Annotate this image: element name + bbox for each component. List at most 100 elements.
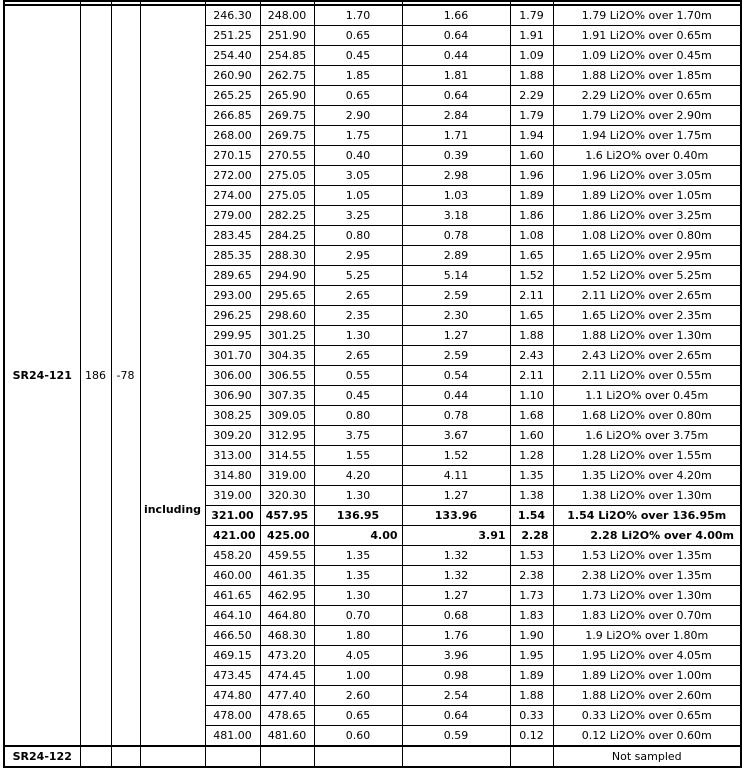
cell-to: 254.85: [259, 45, 315, 66]
cell-to: 462.95: [259, 585, 315, 606]
cell-summary: 1.08 Li2O% over 0.80m: [552, 225, 742, 246]
table-row: 478.00 478.65 0.65 0.64 0.33 0.33 Li2O% over …: [4, 705, 742, 726]
cell-length: 2.65: [313, 285, 403, 306]
cell-grade: 1.86: [509, 205, 554, 226]
table-row: 289.65 294.90 5.25 5.14 1.52 1.52 Li2O% over …: [4, 265, 742, 286]
cell-true-width: 1.81: [401, 65, 511, 86]
cell-to: 319.00: [259, 465, 315, 486]
cell-grade: 0.33: [509, 705, 554, 726]
cell-summary: 1.79 Li2O% over 2.90m: [552, 105, 742, 126]
table-row: 319.00 320.30 1.30 1.27 1.38 1.38 Li2O% over …: [4, 485, 742, 506]
cell-length: 0.65: [313, 25, 403, 46]
cell-summary: 1.9 Li2O% over 1.80m: [552, 625, 742, 646]
cell-summary: 1.53 Li2O% over 1.35m: [552, 545, 742, 566]
cell-length: 1.35: [313, 565, 403, 586]
cell-length: 0.70: [313, 605, 403, 626]
dip-cell: -78: [110, 4, 141, 747]
cell-to: 270.55: [259, 145, 315, 166]
cell-length: 4.00: [313, 525, 403, 546]
cell-to: 461.35: [259, 565, 315, 586]
azimuth-cell: [79, 745, 112, 768]
cell-to: 478.65: [259, 705, 315, 726]
cell-grade: 1.35: [509, 465, 554, 486]
cell-length: 136.95: [313, 505, 403, 526]
cell-from: 464.10: [204, 605, 261, 626]
cell-length: 1.35: [313, 545, 403, 566]
cell-from: 299.95: [204, 325, 261, 346]
cell-from: 421.00: [204, 525, 261, 546]
cell-from: 469.15: [204, 645, 261, 666]
cell-to: 309.05: [259, 405, 315, 426]
cell-grade: 1.68: [509, 405, 554, 426]
cell-summary: 1.52 Li2O% over 5.25m: [552, 265, 742, 286]
cell-length: 2.35: [313, 305, 403, 326]
cell-grade: 2.29: [509, 85, 554, 106]
cell-summary: 1.38 Li2O% over 1.30m: [552, 485, 742, 506]
cell-grade: 1.89: [509, 185, 554, 206]
dip-cell: [110, 745, 141, 768]
cell-summary: 2.38 Li2O% over 1.35m: [552, 565, 742, 586]
cell-summary: 1.79 Li2O% over 1.70m: [552, 4, 742, 26]
cell-grade: [509, 745, 554, 768]
cell-from: 309.20: [204, 425, 261, 446]
table-row: 469.15 473.20 4.05 3.96 1.95 1.95 Li2O% over …: [4, 645, 742, 666]
cell-true-width: 2.54: [401, 685, 511, 706]
cell-from: 274.00: [204, 185, 261, 206]
cell-summary: 0.12 Li2O% over 0.60m: [552, 725, 742, 747]
cell-true-width: 0.44: [401, 45, 511, 66]
cell-summary: 1.68 Li2O% over 0.80m: [552, 405, 742, 426]
cell-length: 0.55: [313, 365, 403, 386]
cell-true-width: 0.39: [401, 145, 511, 166]
cell-length: 2.60: [313, 685, 403, 706]
cell-true-width: 2.59: [401, 285, 511, 306]
table-row: 464.10 464.80 0.70 0.68 1.83 1.83 Li2O% over …: [4, 605, 742, 626]
cell-true-width: 1.76: [401, 625, 511, 646]
cell-summary: 1.89 Li2O% over 1.00m: [552, 665, 742, 686]
cell-summary: Not sampled: [552, 745, 742, 768]
cell-length: 1.05: [313, 185, 403, 206]
table-row: 474.80 477.40 2.60 2.54 1.88 1.88 Li2O% over …: [4, 685, 742, 706]
cell-grade: 1.95: [509, 645, 554, 666]
cell-to: 275.05: [259, 185, 315, 206]
cell-to: 307.35: [259, 385, 315, 406]
table-row: 313.00 314.55 1.55 1.52 1.28 1.28 Li2O% over …: [4, 445, 742, 466]
cell-true-width: 0.68: [401, 605, 511, 626]
cell-grade: 1.88: [509, 325, 554, 346]
cell-to: 265.90: [259, 85, 315, 106]
hole-id-cell: SR24-122: [3, 745, 81, 768]
cell-summary: 1.35 Li2O% over 4.20m: [552, 465, 742, 486]
interval-label-cell: [139, 745, 206, 768]
cell-true-width: 3.18: [401, 205, 511, 226]
cell-grade: 1.53: [509, 545, 554, 566]
cell-length: 1.75: [313, 125, 403, 146]
cell-from: 270.15: [204, 145, 261, 166]
cell-to: 314.55: [259, 445, 315, 466]
cell-summary: 1.86 Li2O% over 3.25m: [552, 205, 742, 226]
cell-from: 321.00: [204, 505, 261, 526]
cell-length: 0.80: [313, 225, 403, 246]
table-row: 421.00 425.00 4.00 3.91 2.28 2.28 Li2O% over …: [4, 525, 742, 546]
cell-summary: 1.09 Li2O% over 0.45m: [552, 45, 742, 66]
cell-summary: 1.91 Li2O% over 0.65m: [552, 25, 742, 46]
cell-from: 260.90: [204, 65, 261, 86]
cell-length: [313, 745, 403, 768]
cell-to: 282.25: [259, 205, 315, 226]
cell-grade: 1.60: [509, 145, 554, 166]
cell-grade: 1.73: [509, 585, 554, 606]
cell-from: 308.25: [204, 405, 261, 426]
partial-top-row: [3, 0, 742, 6]
cell-to: 473.20: [259, 645, 315, 666]
cell-to: [259, 745, 315, 768]
cell-grade: 1.38: [509, 485, 554, 506]
cell-to: 301.25: [259, 325, 315, 346]
cell-summary: 1.89 Li2O% over 1.05m: [552, 185, 742, 206]
cell-grade: 1.91: [509, 25, 554, 46]
cell-grade: 1.90: [509, 625, 554, 646]
cell-summary: 2.28 Li2O% over 4.00m: [552, 525, 742, 546]
cell-true-width: 1.52: [401, 445, 511, 466]
cell-from: 301.70: [204, 345, 261, 366]
table-row: 461.65 462.95 1.30 1.27 1.73 1.73 Li2O% over …: [4, 585, 742, 606]
cell-length: 1.85: [313, 65, 403, 86]
cell-summary: 1.88 Li2O% over 1.85m: [552, 65, 742, 86]
table-row: SR24-121 186 -78 including 246.30 248.00 1.70 1…: [3, 4, 742, 747]
